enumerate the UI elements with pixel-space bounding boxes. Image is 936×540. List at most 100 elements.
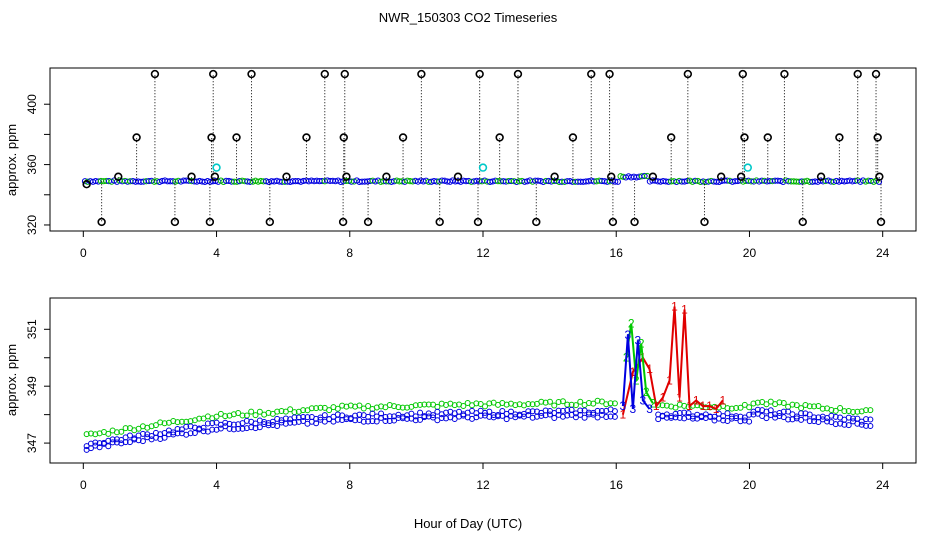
- raw-sample-point: [550, 172, 559, 181]
- raw-sample-point: [608, 217, 618, 227]
- series-1-marker: 1: [681, 302, 688, 316]
- raw-sample-point: [738, 69, 747, 79]
- baseline-point: [867, 416, 874, 423]
- baseline-point: [854, 408, 861, 415]
- baseline-point: [92, 439, 99, 446]
- baseline-point: [806, 403, 813, 410]
- baseline-point: [339, 402, 346, 409]
- baseline-point: [754, 406, 761, 413]
- flagged-point: [743, 163, 752, 172]
- baseline-point: [594, 414, 601, 421]
- baseline-point: [641, 172, 648, 180]
- baseline-point: [546, 411, 553, 418]
- baseline-point: [365, 418, 372, 425]
- raw-sample-point: [473, 217, 483, 227]
- raw-sample-point: [302, 133, 311, 142]
- raw-sample-point: [417, 69, 426, 79]
- baseline-point: [733, 413, 740, 420]
- baseline-point: [551, 415, 558, 422]
- baseline-point: [365, 402, 372, 409]
- baseline-point: [109, 436, 116, 443]
- baseline-point: [304, 414, 311, 421]
- baseline-point: [707, 414, 714, 421]
- baseline-point: [542, 412, 549, 419]
- baseline-point: [83, 431, 90, 438]
- baseline-point: [698, 414, 705, 421]
- baseline-point: [369, 418, 376, 425]
- bottom-y-axis: 347 349 351: [25, 319, 50, 453]
- raw-sample-point: [398, 133, 408, 142]
- baseline-point: [806, 411, 813, 418]
- baseline-point: [750, 411, 757, 418]
- baseline-point: [837, 404, 844, 411]
- series-3-marker: 3: [635, 334, 642, 348]
- bottom-y-tick-label: 347: [25, 433, 39, 453]
- baseline-point: [412, 402, 419, 409]
- baseline-point: [811, 418, 818, 425]
- baseline-point: [152, 422, 159, 429]
- baseline-point: [486, 400, 493, 407]
- baseline-point: [248, 408, 255, 415]
- baseline-point: [845, 422, 852, 429]
- baseline-point: [473, 400, 480, 407]
- baseline-point: [824, 418, 831, 425]
- baseline-point: [789, 401, 796, 408]
- raw-sample-point: [210, 172, 220, 181]
- baseline-point: [559, 398, 566, 405]
- baseline-point: [183, 423, 190, 430]
- baseline-point: [399, 415, 406, 422]
- baseline-point: [360, 405, 367, 412]
- baseline-point: [209, 420, 216, 427]
- baseline-point: [308, 405, 315, 412]
- baseline-point: [399, 404, 406, 411]
- baseline-point: [702, 415, 709, 422]
- baseline-point: [174, 419, 181, 426]
- baseline-point: [243, 425, 250, 432]
- series-1-marker: 1: [666, 374, 673, 388]
- raw-sample-point: [320, 69, 329, 79]
- baseline-point: [252, 412, 259, 419]
- baseline-point: [486, 413, 493, 420]
- baseline-point: [226, 425, 233, 432]
- baseline-point: [529, 408, 536, 415]
- baseline-point: [317, 404, 324, 411]
- raw-sample-point: [816, 172, 826, 181]
- baseline-point: [663, 402, 670, 409]
- baseline-point: [139, 430, 146, 437]
- baseline-point: [404, 404, 411, 411]
- baseline-point: [529, 414, 536, 421]
- baseline-point: [503, 416, 510, 423]
- baseline-point: [867, 423, 874, 430]
- raw-sample-point: [282, 172, 291, 181]
- baseline-point: [598, 408, 605, 415]
- baseline-point: [811, 414, 818, 421]
- baseline-point: [118, 428, 125, 435]
- baseline-point: [685, 410, 692, 417]
- series-3-line: [621, 334, 651, 410]
- top-y-tick-label: 400: [25, 94, 39, 114]
- baseline-point: [113, 436, 120, 443]
- baseline-point: [157, 419, 164, 426]
- chart-title: NWR_150303 CO2 Timeseries: [379, 10, 558, 25]
- raw-sample-point: [265, 217, 275, 227]
- baseline-point: [235, 409, 242, 416]
- raw-sample-point: [740, 133, 749, 142]
- baseline-point: [404, 415, 411, 422]
- baseline-point: [793, 413, 800, 420]
- baseline-point: [789, 416, 796, 423]
- raw-sample-point: [736, 172, 746, 181]
- series-2-marker: 2: [643, 385, 650, 399]
- baseline-point: [577, 407, 584, 414]
- baseline-point: [737, 404, 744, 411]
- baseline-point: [412, 417, 419, 424]
- baseline-point: [313, 405, 320, 412]
- series-1-marker: 1: [660, 391, 667, 405]
- bottom-y-axis-label: approx. ppm: [4, 344, 19, 416]
- baseline-point: [776, 399, 783, 406]
- baseline-point: [802, 414, 809, 421]
- baseline-point: [126, 432, 133, 439]
- baseline-point: [139, 438, 146, 445]
- baseline-point: [611, 413, 618, 420]
- baseline-point: [239, 412, 246, 419]
